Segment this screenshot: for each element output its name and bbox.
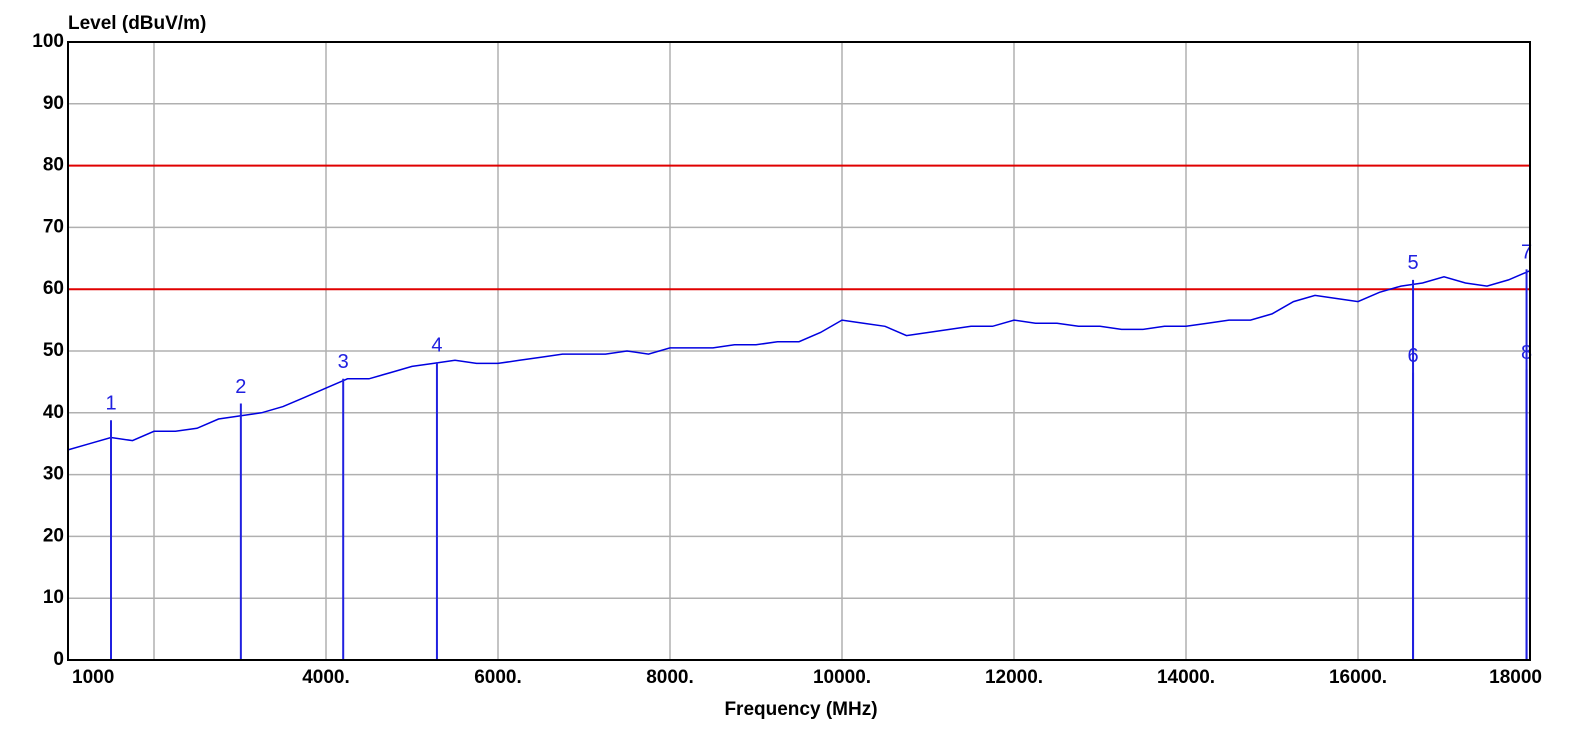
x-tick-label: 4000. [302,667,350,688]
x-tick-label: 12000. [985,667,1043,688]
y-tick-label: 20 [43,525,64,546]
x-tick-label: 18000 [1489,667,1542,688]
marker-label: 4 [431,334,442,356]
y-tick-label: 100 [32,31,64,52]
plot-frame [67,41,1531,661]
y-tick-label: 80 [43,155,64,176]
x-axis-label: Frequency (MHz) [724,699,877,720]
x-tick-label: 14000. [1157,667,1215,688]
marker-label: 3 [338,351,349,373]
x-tick-label: 10000. [813,667,871,688]
marker-label: 2 [235,376,246,398]
x-tick-label: 16000. [1329,667,1387,688]
x-tick-label: 8000. [646,667,694,688]
y-tick-label: 50 [43,340,64,361]
y-tick-label: 70 [43,216,64,237]
y-tick-label: 10 [43,587,64,608]
x-tick-label: 6000. [474,667,522,688]
marker-label: 7 [1521,242,1532,264]
marker-label: 1 [105,392,116,414]
x-tick-label: 1000 [72,667,114,688]
chart-title: Level (dBuV/m) [68,13,206,34]
marker-label: 6 [1407,345,1418,367]
marker-label: 5 [1407,252,1418,274]
trace [67,270,1531,451]
y-tick-label: 30 [43,464,64,485]
y-tick-label: 40 [43,402,64,423]
y-tick-label: 0 [53,649,64,670]
marker-label: 8 [1521,342,1532,364]
y-tick-label: 60 [43,278,64,299]
y-tick-label: 90 [43,93,64,114]
